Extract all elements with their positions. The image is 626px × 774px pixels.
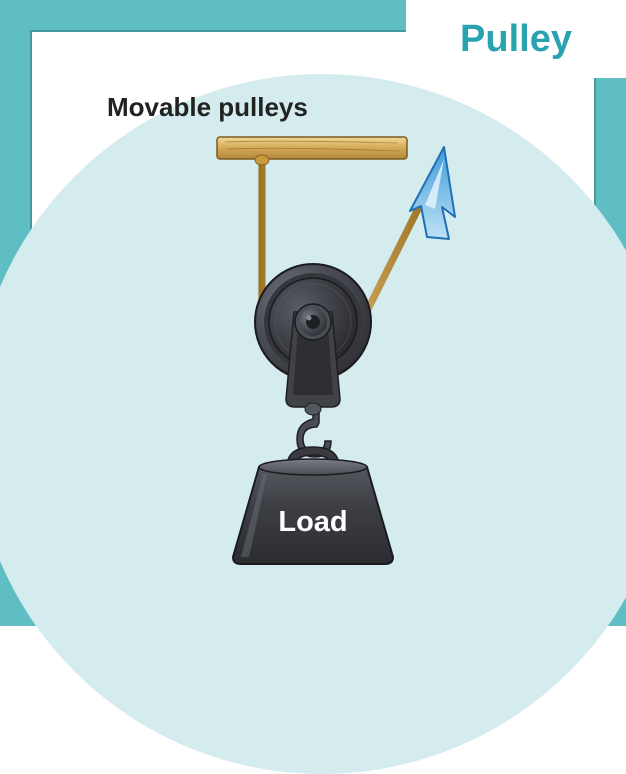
subtitle: Movable pulleys [107,92,308,123]
pulley-diagram: Load [137,127,527,607]
weight-icon: Load [233,459,393,564]
ceiling-beam [217,137,407,159]
outer-frame: Pulley Movable pulleys [0,0,626,626]
rope-knot [255,155,269,165]
pulley-wheel [255,264,371,407]
title: Pulley [460,18,572,61]
title-tab: Pulley [406,0,626,78]
inner-panel: Movable pulleys [30,30,596,596]
force-arrow-icon [410,147,455,239]
load-label: Load [278,506,347,538]
